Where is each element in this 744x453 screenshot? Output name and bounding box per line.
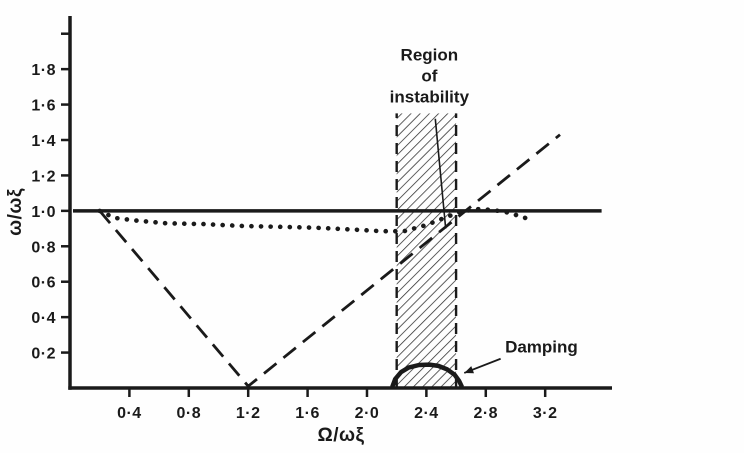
- region-of-instability-label: of: [421, 66, 437, 85]
- region-of-instability-label: instability: [390, 87, 470, 106]
- x-tick-label: 1·2: [236, 405, 261, 422]
- y-tick-label: 1·8: [31, 62, 56, 79]
- x-tick-label: 3·2: [533, 405, 558, 422]
- x-tick-label: 0·4: [117, 405, 142, 422]
- y-tick-label: 1·0: [31, 204, 56, 221]
- series-excitation-frequency-dashed: [98, 133, 561, 388]
- y-axis-label: ω/ωξ: [5, 188, 26, 236]
- x-axis-label: Ω/ωξ: [317, 425, 364, 446]
- x-tick-label: 1·6: [295, 405, 320, 422]
- y-tick-label: 0·6: [31, 275, 56, 292]
- y-tick-label: 0·8: [31, 239, 56, 256]
- x-tick-label: 2·4: [414, 405, 439, 422]
- x-tick-label: 2·8: [473, 405, 498, 422]
- damping-arrowhead-icon: [464, 366, 475, 374]
- x-tick-label: 2·0: [355, 405, 380, 422]
- y-tick-label: 1·4: [31, 133, 56, 150]
- x-tick-label: 0·8: [176, 405, 201, 422]
- region-leader-line: [434, 118, 447, 229]
- series-damping-curve: [390, 362, 465, 389]
- y-tick-label: 1·2: [31, 168, 56, 185]
- y-tick-label: 1·6: [31, 98, 56, 115]
- region-of-instability-label: Region: [401, 45, 459, 64]
- plot-area: 0·4 0·8 1·2 1·6 2·0 2·4 2·8 3·2 0·2 0·4 0·6 0·8 1·0 1…: [31, 16, 612, 422]
- instability-band: [396, 113, 457, 388]
- y-tick-label: 0·4: [31, 310, 56, 327]
- series-damped-natural-frequency-dotted: [97, 206, 533, 234]
- damping-label: Damping: [505, 338, 578, 357]
- y-tick-label: 0·2: [31, 346, 56, 363]
